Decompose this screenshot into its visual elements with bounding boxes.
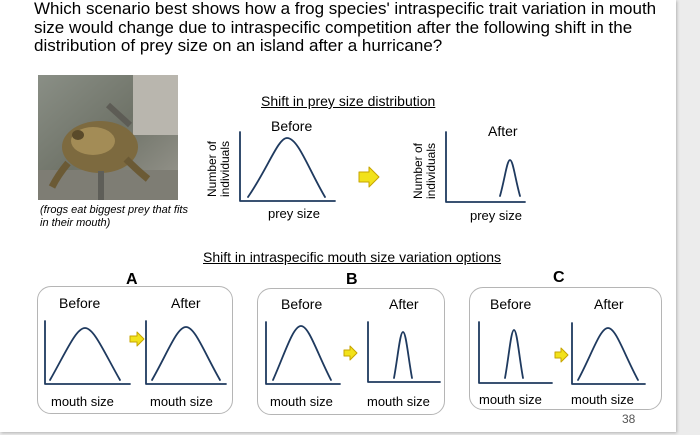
- diagram-graphics: [44, 131, 646, 385]
- option-b-before-label: Before: [281, 296, 323, 312]
- option-a-before-label: Before: [59, 295, 101, 311]
- option-a-after-x-label: mouth size: [150, 394, 213, 409]
- prey-shift-arrow-icon: [358, 166, 380, 188]
- option-c-arrow-icon: [554, 347, 569, 363]
- option-b-before-x-label: mouth size: [270, 394, 333, 409]
- option-b-before-axes: [265, 321, 341, 385]
- frog-photo-icon: [38, 75, 178, 200]
- prey-before-label: Before: [271, 118, 313, 134]
- option-a-after-curve: [151, 326, 221, 381]
- prey-after-axes: [445, 131, 526, 203]
- option-b-after-axes: [367, 321, 441, 383]
- prey-before-x-label: prey size: [268, 206, 321, 221]
- slide: Which scenario best shows how a frog spe…: [0, 0, 676, 432]
- question-text: Which scenario best shows how a frog spe…: [34, 0, 657, 55]
- option-c-before-curve: [504, 329, 524, 379]
- option-b-after-x-label: mouth size: [367, 394, 430, 409]
- prey-before-axes: [239, 131, 336, 202]
- option-b-before-curve: [272, 325, 332, 381]
- option-b-after-curve: [393, 331, 413, 379]
- option-a-after-axes: [145, 320, 227, 385]
- option-c-box[interactable]: [469, 287, 662, 410]
- option-a-before-x-label: mouth size: [51, 394, 114, 409]
- option-b-after-label: After: [389, 296, 419, 312]
- prey-before-curve: [247, 137, 326, 198]
- option-c-before-label: Before: [490, 296, 532, 312]
- prey-shift-title: Shift in prey size distribution: [261, 93, 436, 109]
- option-c-letter[interactable]: C: [553, 269, 565, 286]
- prey-after-x-label: prey size: [470, 208, 523, 223]
- option-c-before-axes: [478, 321, 553, 384]
- option-c-before-x-label: mouth size: [479, 392, 542, 407]
- prey-after-label: After: [488, 123, 518, 139]
- option-c-after-x-label: mouth size: [571, 392, 634, 407]
- option-a-before-curve: [49, 327, 121, 381]
- option-a-arrow-icon: [129, 331, 145, 347]
- option-a-letter[interactable]: A: [126, 271, 138, 288]
- option-b-arrow-icon: [343, 345, 358, 361]
- photo-caption: (frogs eat biggest prey that fits in the…: [40, 204, 188, 229]
- option-c-after-curve: [577, 327, 639, 381]
- option-a-after-label: After: [171, 295, 201, 311]
- options-title: Shift in intraspecific mouth size variat…: [203, 249, 502, 265]
- option-b-box[interactable]: [257, 288, 445, 415]
- option-a-box[interactable]: [37, 286, 233, 414]
- prey-after-curve: [499, 159, 521, 197]
- option-a-before-axes: [44, 320, 131, 385]
- page-number: 38: [622, 412, 636, 426]
- option-b-letter[interactable]: B: [346, 271, 358, 288]
- option-c-after-label: After: [594, 296, 624, 312]
- option-c-after-axes: [571, 322, 646, 385]
